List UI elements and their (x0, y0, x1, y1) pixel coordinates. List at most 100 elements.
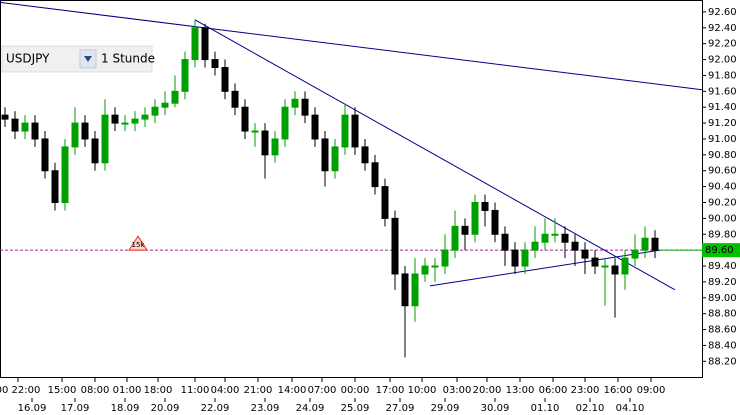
candle-body (571, 241, 579, 251)
y-tick-label: 88.80 (708, 309, 737, 320)
candle-body (211, 59, 219, 68)
x-tick-label: 04:00 (211, 385, 240, 396)
date-label: 22.09 (201, 403, 230, 414)
candle-body (191, 27, 199, 61)
y-tick-label: 92.00 (708, 55, 737, 66)
trendline (429, 249, 661, 287)
selector-box (1, 45, 153, 73)
y-tick-label: 89.80 (708, 229, 737, 240)
candle-body (541, 233, 549, 243)
alert-marker (128, 235, 148, 251)
candle-body (201, 27, 209, 61)
candle-body (271, 138, 279, 156)
y-tick-label: 91.60 (708, 86, 737, 97)
x-tick-label: 15:00 (48, 385, 77, 396)
candle-body (301, 98, 309, 116)
price-label-box (702, 243, 740, 258)
candle-body (461, 225, 469, 235)
candle-body (181, 59, 189, 92)
candle-body (561, 233, 569, 243)
candle-body (501, 233, 509, 251)
candle-body (291, 98, 299, 108)
candle-body (531, 241, 539, 251)
candle-body (101, 114, 109, 164)
y-tick-label: 91.20 (708, 118, 737, 129)
candle-body (491, 209, 499, 235)
candle-body (141, 114, 149, 120)
candle-body (311, 114, 319, 140)
candle-body (411, 273, 419, 307)
trendline (194, 19, 676, 291)
date-label: 29.09 (431, 403, 460, 414)
date-label: 04.10 (616, 403, 645, 414)
x-tick-label: 00 22:00 (0, 385, 40, 396)
y-tick-label: 92.40 (708, 23, 737, 34)
x-tick-label: 16:00 (604, 385, 633, 396)
y-tick-label: 89.40 (708, 261, 737, 272)
x-tick-label: 17:00 (376, 385, 405, 396)
y-tick-label: 88.40 (708, 340, 737, 351)
candle-body (41, 138, 49, 172)
candle-body (1, 114, 9, 120)
candle-body (151, 106, 159, 116)
candle-body (11, 118, 19, 132)
candle-body (351, 114, 359, 148)
candle-body (111, 114, 119, 124)
plot-frame (0, 0, 703, 378)
trendline (0, 1, 703, 91)
candle-body (431, 265, 439, 268)
candle-body (51, 170, 59, 203)
date-label: 01.10 (531, 403, 560, 414)
y-tick-label: 90.00 (708, 213, 737, 224)
date-label: 30.09 (481, 403, 510, 414)
y-tick-label: 88.60 (708, 325, 737, 336)
candle-body (91, 138, 99, 164)
x-tick-label: 18:00 (144, 385, 173, 396)
candle-body (81, 122, 89, 140)
y-tick-label: 90.60 (708, 166, 737, 177)
candle-body (511, 249, 519, 267)
alert-label: 15k (132, 241, 146, 249)
candle-body (451, 225, 459, 251)
symbol-selector[interactable]: USDJPY 1 Stunde (1, 45, 155, 73)
candle-body (401, 273, 409, 307)
y-tick-label: 89.20 (708, 277, 737, 288)
candle-body (71, 122, 79, 148)
x-tick-label: 20:00 (473, 385, 502, 396)
date-label: 16.09 (18, 403, 47, 414)
timeframe: 1 Stunde (101, 52, 155, 66)
x-tick-label: 11:00 (181, 385, 210, 396)
y-tick-label: 92.20 (708, 39, 737, 50)
date-label: 24.09 (296, 403, 325, 414)
candle-body (631, 249, 639, 259)
dropdown-arrow (84, 56, 92, 62)
candle-body (221, 67, 229, 92)
x-tick-label: 23:00 (571, 385, 600, 396)
x-tick-label: 00:00 (341, 385, 370, 396)
y-tick-label: 91.40 (708, 102, 737, 113)
y-tick-label: 89.00 (708, 293, 737, 304)
candle-body (521, 249, 529, 267)
candle-body (441, 249, 449, 267)
candle-body (251, 130, 259, 133)
candle-body (381, 186, 389, 219)
candle-body (231, 90, 239, 108)
y-tick-label: 90.80 (708, 150, 737, 161)
x-tick-label: 14:00 (278, 385, 307, 396)
candle-body (621, 257, 629, 275)
x-tick-label: 07:00 (308, 385, 337, 396)
candle-body (131, 118, 139, 124)
date-label: 18.09 (111, 403, 140, 414)
y-tick-label: 91.00 (708, 134, 737, 145)
x-tick-label: 10:00 (408, 385, 437, 396)
candle-body (371, 162, 379, 188)
date-label: 17.09 (61, 403, 90, 414)
y-tick-label: 92.60 (708, 7, 737, 18)
date-label: 23.09 (251, 403, 280, 414)
y-tick-label: 90.20 (708, 198, 737, 209)
candle-body (331, 146, 339, 172)
candle-body (611, 265, 619, 275)
candle-body (581, 249, 589, 259)
